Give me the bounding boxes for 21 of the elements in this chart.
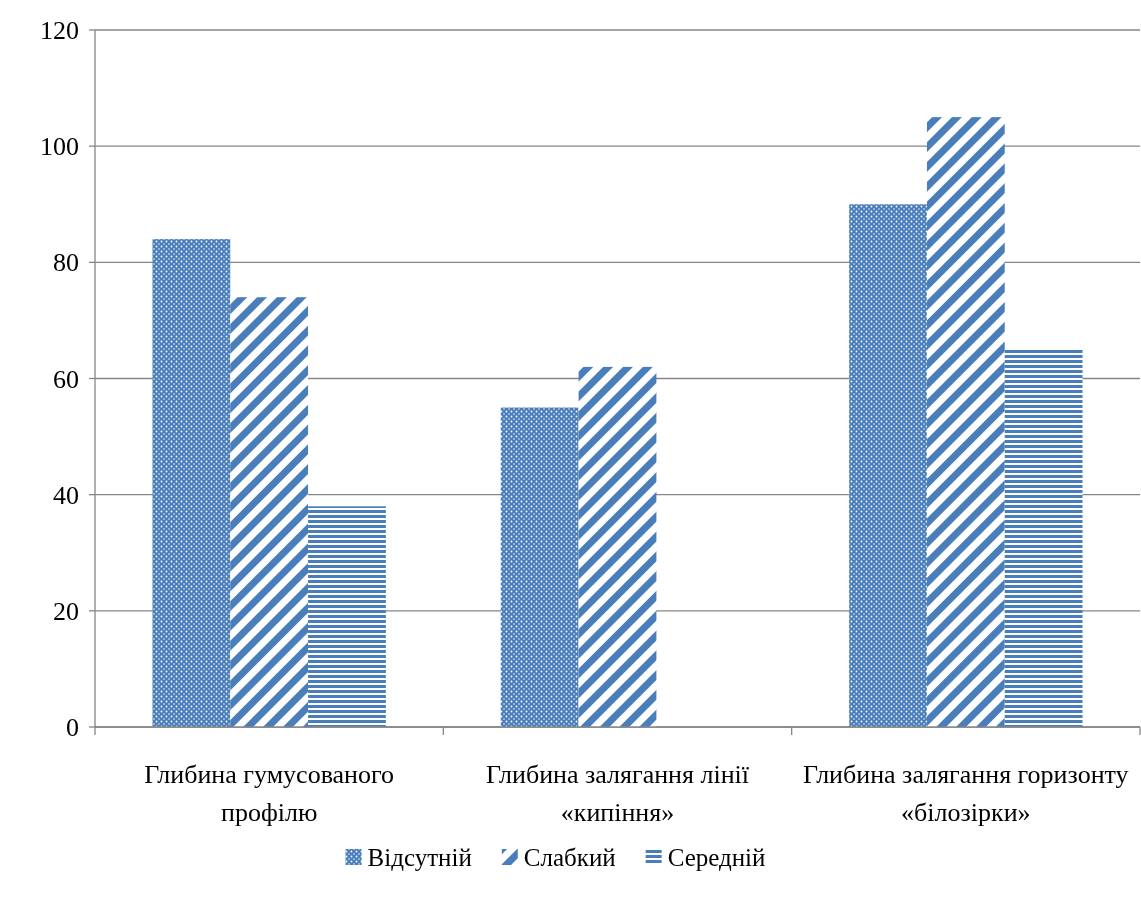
- x-tick-label: Глибина залягання лінії «кипіння»: [485, 760, 750, 827]
- bar: [500, 407, 579, 727]
- x-tick-label: Глибина залягання горизонту «білозірки»: [803, 760, 1129, 827]
- bar: [926, 117, 1005, 727]
- y-tick-label: 100: [40, 132, 79, 162]
- bar: [308, 506, 386, 727]
- bar: [152, 239, 231, 727]
- bar: [578, 366, 657, 727]
- legend-label: Слабкий: [523, 843, 616, 871]
- y-tick-label: 120: [40, 16, 79, 46]
- legend-label: Відсутній: [367, 843, 472, 871]
- y-tick-label: 40: [53, 480, 79, 510]
- legend-label: Середній: [667, 843, 766, 871]
- y-tick-label: 0: [66, 713, 79, 743]
- y-tick-label: 20: [53, 596, 79, 626]
- bar: [1004, 349, 1083, 727]
- bar: [230, 297, 309, 727]
- y-tick-label: 60: [53, 364, 79, 394]
- x-tick-label: Глибина гумусованого профілю: [144, 760, 395, 827]
- y-tick-label: 80: [53, 248, 79, 278]
- bar: [849, 204, 927, 727]
